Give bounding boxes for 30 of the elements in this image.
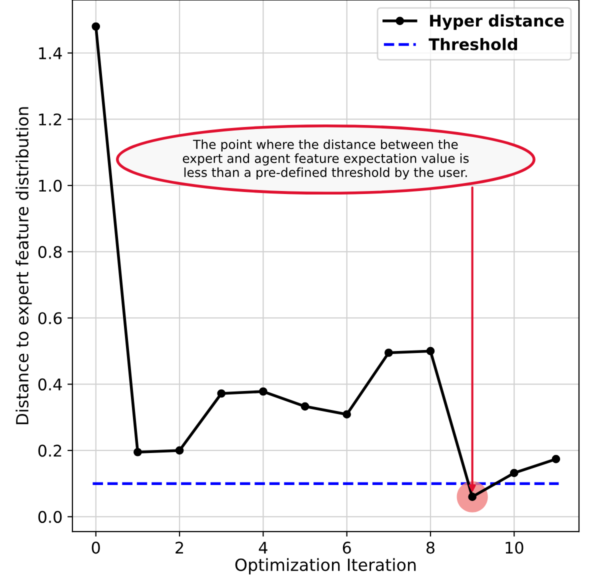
y-tick-label: 0.6: [38, 312, 62, 324]
y-tick-label: 1.2: [39, 113, 62, 126]
point: [384, 348, 393, 357]
y-tick-label: 1.4: [39, 47, 62, 60]
y-tick-label: 0.4: [38, 378, 62, 391]
point: [300, 402, 310, 411]
point: [426, 346, 435, 356]
x-tick-label: 8: [426, 542, 434, 554]
point: [217, 389, 226, 398]
legend-label: Hyper distance: [430, 14, 564, 30]
y-tick-label: 0.0: [38, 510, 62, 524]
point: [92, 22, 100, 31]
point: [175, 446, 184, 455]
point: [342, 410, 352, 419]
y-tick-label: 0.8: [38, 246, 62, 258]
point: [552, 454, 560, 464]
x-tick-label: 2: [176, 542, 184, 554]
legend-label: Threshold: [428, 38, 518, 50]
x-tick-label: 4: [258, 542, 268, 554]
point: [510, 468, 518, 478]
x-axis-title: Optimization Iteration: [235, 558, 416, 574]
y-axis-title: Distance to expert feature distribution: [16, 107, 32, 424]
x-tick-label: 0: [92, 542, 100, 554]
x-tick-label: 6: [342, 542, 351, 554]
y-tick-label: 0.2: [38, 444, 62, 457]
annotation: The point where the distance between the expert and agent feature expectation value is less than a pre-defined threshold by the user.: [182, 139, 469, 180]
y-tick-label: 1.0: [39, 180, 62, 192]
point: [259, 387, 268, 396]
x-tick-label: 10: [506, 542, 524, 554]
point: [134, 448, 142, 456]
